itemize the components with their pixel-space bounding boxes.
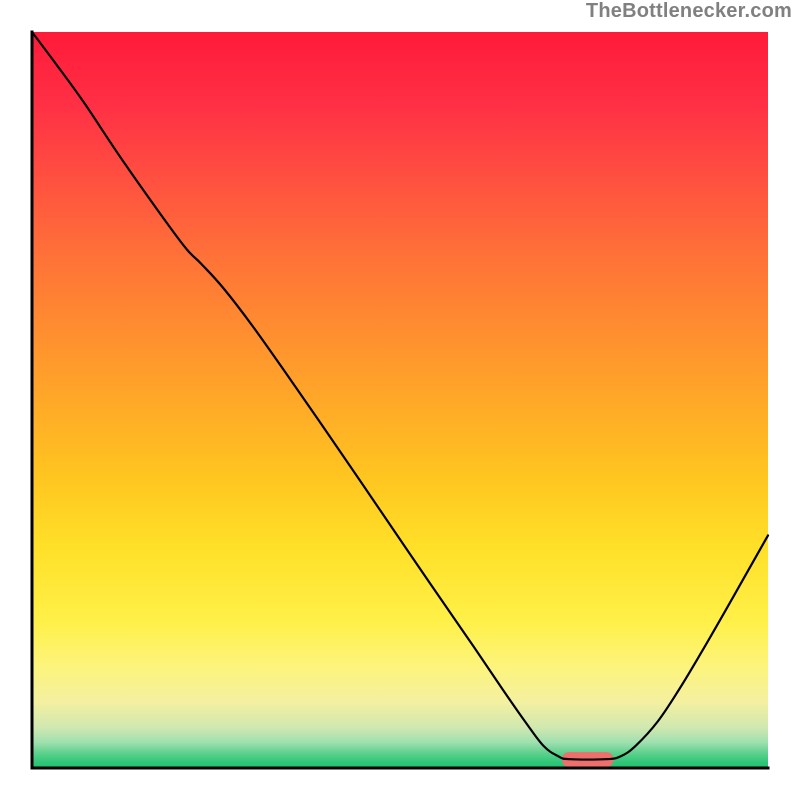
gradient-background <box>32 32 768 768</box>
bottleneck-curve-chart <box>0 0 800 800</box>
chart-container: { "attribution": { "text": "TheBottlenec… <box>0 0 800 800</box>
plot-area <box>32 32 768 768</box>
